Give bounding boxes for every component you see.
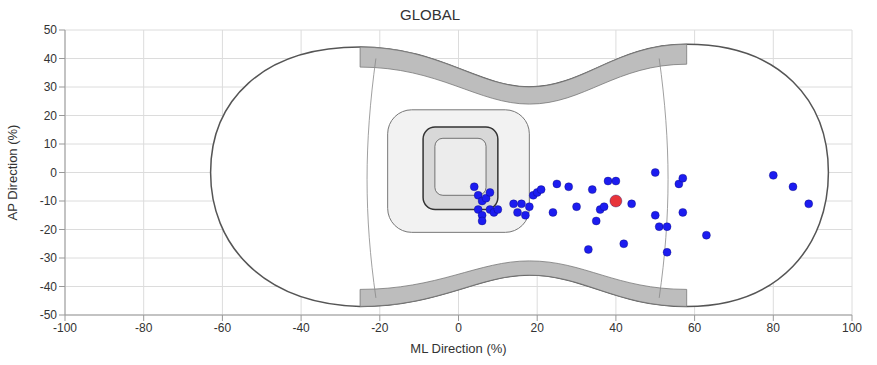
svg-text:-30: -30 <box>40 251 58 265</box>
svg-text:30: 30 <box>44 80 58 94</box>
svg-text:0: 0 <box>455 321 462 335</box>
svg-text:20: 20 <box>44 109 58 123</box>
svg-text:-40: -40 <box>40 280 58 294</box>
svg-text:-100: -100 <box>53 321 77 335</box>
html-text:GLOBAL: GLOBAL <box>400 6 460 23</box>
svg-text:AP Direction (%): AP Direction (%) <box>5 125 20 221</box>
svg-text:ML Direction (%): ML Direction (%) <box>410 341 506 356</box>
svg-text:0: 0 <box>50 166 57 180</box>
svg-text:-60: -60 <box>214 321 232 335</box>
svg-text:-80: -80 <box>135 321 153 335</box>
svg-text:40: 40 <box>44 52 58 66</box>
svg-text:-20: -20 <box>40 223 58 237</box>
svg-text:10: 10 <box>44 137 58 151</box>
svg-text:-50: -50 <box>40 308 58 322</box>
svg-text:-20: -20 <box>371 321 389 335</box>
svg-text:-10: -10 <box>40 194 58 208</box>
svg-text:-40: -40 <box>292 321 310 335</box>
svg-text:20: 20 <box>531 321 545 335</box>
svg-text:100: 100 <box>842 321 862 335</box>
svg-text:40: 40 <box>609 321 623 335</box>
svg-text:80: 80 <box>767 321 781 335</box>
svg-text:60: 60 <box>688 321 702 335</box>
svg-text:50: 50 <box>44 23 58 37</box>
